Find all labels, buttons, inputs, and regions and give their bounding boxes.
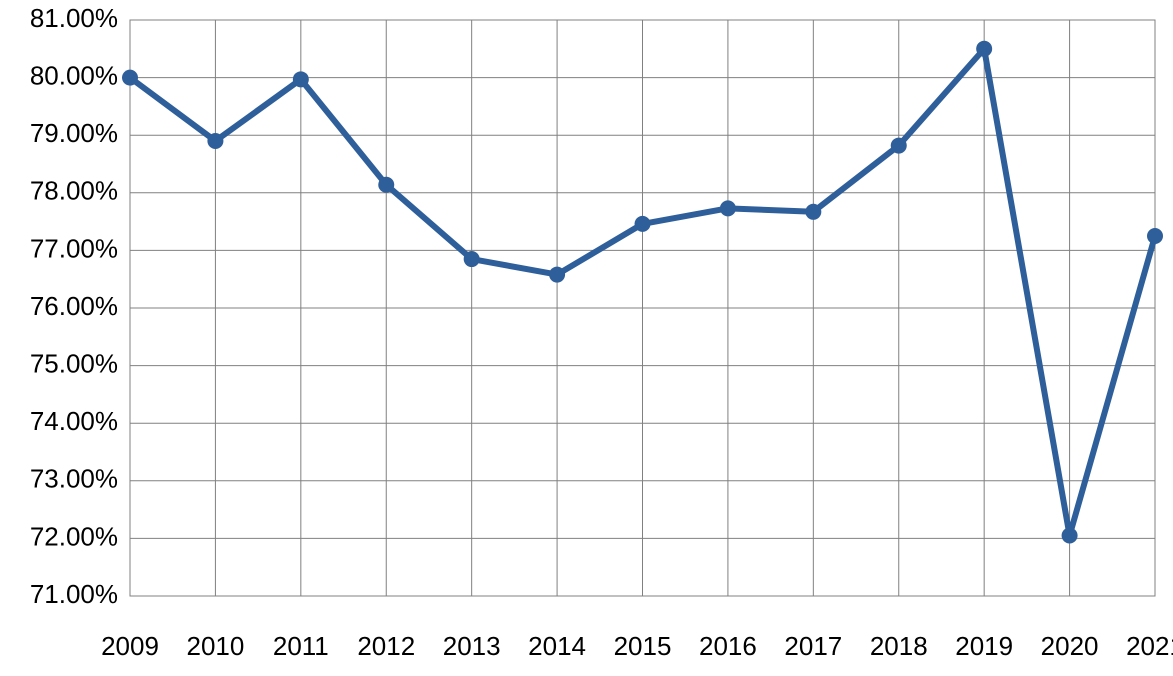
- y-tick-label: 78.00%: [30, 176, 118, 206]
- x-tick-label: 2013: [443, 631, 501, 661]
- line-chart: 71.00% 72.00% 73.00% 74.00% 75.00% 76.00% 77.0…: [0, 0, 1173, 676]
- x-tick-label: 2021: [1126, 631, 1173, 661]
- x-tick-label: 2020: [1041, 631, 1099, 661]
- y-tick-label: 74.00%: [30, 406, 118, 436]
- y-tick-label: 79.00%: [30, 118, 118, 148]
- data-point: [891, 138, 907, 154]
- data-point: [1062, 528, 1078, 544]
- data-point: [207, 133, 223, 149]
- x-tick-label: 2017: [784, 631, 842, 661]
- data-point: [378, 177, 394, 193]
- data-point: [464, 251, 480, 267]
- x-tick-label: 2016: [699, 631, 757, 661]
- x-tick-label: 2010: [186, 631, 244, 661]
- x-tick-label: 2014: [528, 631, 586, 661]
- data-point: [1147, 228, 1163, 244]
- data-point: [976, 41, 992, 57]
- x-tick-label: 2015: [614, 631, 672, 661]
- x-tick-label: 2018: [870, 631, 928, 661]
- y-tick-label: 72.00%: [30, 521, 118, 551]
- y-tick-label: 75.00%: [30, 348, 118, 378]
- data-point: [293, 71, 309, 87]
- y-tick-label: 80.00%: [30, 60, 118, 90]
- x-tick-label: 2011: [273, 631, 329, 661]
- y-tick-label: 76.00%: [30, 291, 118, 321]
- y-tick-label: 81.00%: [30, 3, 118, 33]
- data-point: [549, 267, 565, 283]
- data-point: [635, 216, 651, 232]
- y-tick-label: 73.00%: [30, 464, 118, 494]
- y-tick-label: 71.00%: [30, 579, 118, 609]
- x-tick-label: 2012: [357, 631, 415, 661]
- data-point: [805, 204, 821, 220]
- y-tick-label: 77.00%: [30, 233, 118, 263]
- data-point: [122, 70, 138, 86]
- x-tick-label: 2019: [955, 631, 1013, 661]
- data-point: [720, 200, 736, 216]
- x-tick-label: 2009: [101, 631, 159, 661]
- chart-svg: 71.00% 72.00% 73.00% 74.00% 75.00% 76.00% 77.0…: [0, 0, 1173, 676]
